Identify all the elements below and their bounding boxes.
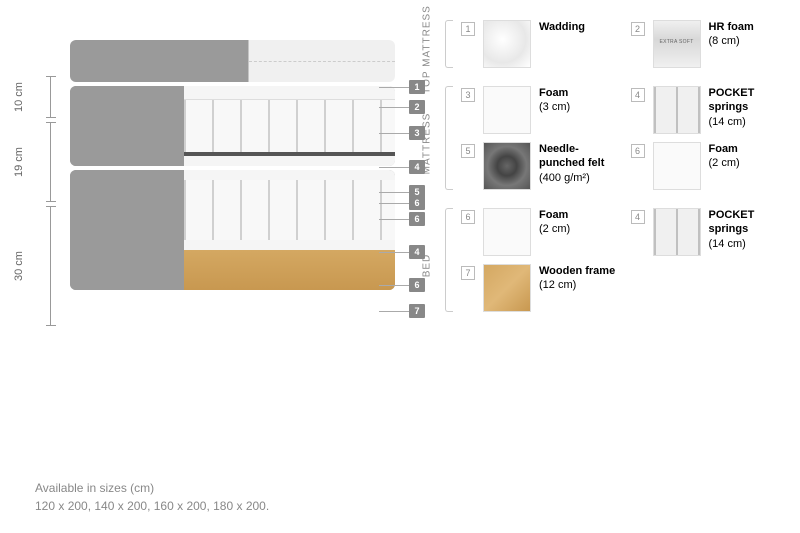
legend-item: 4 POCKET springs(14 cm)	[631, 208, 786, 256]
callout-number: 6	[409, 196, 425, 210]
legend-swatch-wood	[483, 264, 531, 312]
callout-pointer: 2	[379, 100, 425, 114]
section-label: TOP MATTRESS	[425, 20, 445, 68]
section-items: 6 Foam(2 cm) 4 POCKET springs(14 cm) 7 Wooden…	[461, 208, 785, 312]
legend-number: 7	[461, 266, 475, 280]
sizes-title: Available in sizes (cm)	[35, 481, 269, 495]
callout-number: 7	[409, 304, 425, 318]
legend-swatch-hrfoam	[653, 20, 701, 68]
callout-pointer: 6	[379, 212, 425, 226]
section-bracket	[445, 86, 453, 190]
legend-number: 6	[461, 210, 475, 224]
section-bracket	[445, 20, 453, 68]
legend-text: HR foam(8 cm)	[709, 20, 754, 49]
legend-text: POCKET springs(14 cm)	[709, 208, 786, 251]
legend-number: 4	[631, 88, 645, 102]
callout-pointer: 3	[379, 126, 425, 140]
legend-text: Wadding	[539, 20, 585, 34]
section-items: 3 Foam(3 cm) 4 POCKET springs(14 cm) 5 Needle…	[461, 86, 785, 190]
legend-section: TOP MATTRESS 1 Wadding 2 HR foam(8 cm)	[425, 20, 785, 68]
dimension-line	[50, 76, 51, 118]
legend-text: Foam(2 cm)	[709, 142, 740, 171]
legend-number: 5	[461, 144, 475, 158]
legend-section: MATTRESS 3 Foam(3 cm) 4 POCKET springs(14 cm…	[425, 86, 785, 190]
legend-number: 6	[631, 144, 645, 158]
callout-pointer: 6	[379, 196, 425, 210]
section-label: BED	[425, 208, 445, 312]
callout-number: 6	[409, 278, 425, 292]
callout-pointer: 6	[379, 278, 425, 292]
legend-swatch-springs	[653, 208, 701, 256]
legend-swatch-foam	[653, 142, 701, 190]
legend-swatch-springs	[653, 86, 701, 134]
legend-text: Foam(2 cm)	[539, 208, 570, 237]
legend-text: Wooden frame(12 cm)	[539, 264, 615, 293]
section-bracket	[445, 208, 453, 312]
layer-bed	[70, 170, 395, 290]
available-sizes: Available in sizes (cm) 120 x 200, 140 x…	[35, 481, 269, 513]
dimension-line	[50, 122, 51, 202]
legend-item: 6 Foam(2 cm)	[631, 142, 786, 190]
legend: TOP MATTRESS 1 Wadding 2 HR foam(8 cm) MATTRE…	[425, 20, 785, 330]
legend-item: 6 Foam(2 cm)	[461, 208, 616, 256]
section-label: MATTRESS	[425, 86, 445, 190]
cross-section-diagram: 10 cm19 cm30 cm1234566467	[15, 20, 395, 330]
legend-swatch-felt	[483, 142, 531, 190]
layer-top-mattress	[70, 40, 395, 82]
legend-number: 1	[461, 22, 475, 36]
callout-pointer: 4	[379, 245, 425, 259]
dimension-label: 19 cm	[13, 147, 25, 177]
legend-swatch-foam	[483, 208, 531, 256]
legend-section: BED 6 Foam(2 cm) 4 POCKET springs(14 cm) 7 Woo…	[425, 208, 785, 312]
callout-pointer: 4	[379, 160, 425, 174]
legend-number: 2	[631, 22, 645, 36]
section-items: 1 Wadding 2 HR foam(8 cm)	[461, 20, 785, 68]
dimension-line	[50, 206, 51, 326]
legend-swatch-foam	[483, 86, 531, 134]
legend-text: POCKET springs(14 cm)	[709, 86, 786, 129]
legend-item: 4 POCKET springs(14 cm)	[631, 86, 786, 134]
layer-mattress	[70, 86, 395, 166]
sizes-values: 120 x 200, 140 x 200, 160 x 200, 180 x 2…	[35, 499, 269, 513]
dimension-label: 30 cm	[13, 251, 25, 281]
legend-text: Foam(3 cm)	[539, 86, 570, 115]
legend-item: 3 Foam(3 cm)	[461, 86, 616, 134]
legend-number: 4	[631, 210, 645, 224]
dimension-label: 10 cm	[13, 82, 25, 112]
callout-number: 6	[409, 212, 425, 226]
legend-item: 2 HR foam(8 cm)	[631, 20, 786, 68]
legend-item: 1 Wadding	[461, 20, 616, 68]
legend-swatch-wadding	[483, 20, 531, 68]
legend-text: Needle-punched felt(400 g/m²)	[539, 142, 616, 185]
legend-item: 5 Needle-punched felt(400 g/m²)	[461, 142, 616, 190]
legend-item: 7 Wooden frame(12 cm)	[461, 264, 616, 312]
callout-pointer: 7	[379, 304, 425, 318]
legend-number: 3	[461, 88, 475, 102]
callout-pointer: 1	[379, 80, 425, 94]
